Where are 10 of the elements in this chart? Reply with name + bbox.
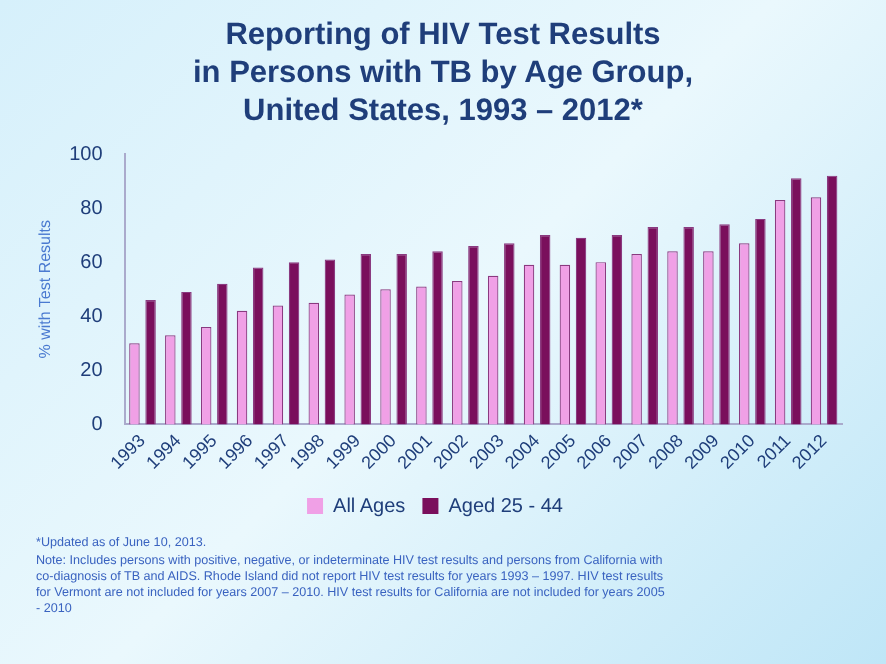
- chart-title: Reporting of HIV Test Results in Persons with TB by Age Group, United States, 1993 – 2012*: [190, 16, 696, 132]
- y-axis-title: % with Test Results: [36, 219, 55, 359]
- y-tick-label: 40: [80, 305, 104, 328]
- y-tick-label: 0: [91, 413, 104, 436]
- y-tick-label: 20: [80, 359, 104, 382]
- legend-label: Aged 25 - 44: [448, 495, 564, 518]
- y-tick-label: 80: [80, 197, 104, 220]
- legend-label: All Ages: [333, 495, 406, 518]
- y-tick-label: 100: [69, 143, 104, 166]
- y-tick-label: 60: [80, 251, 104, 274]
